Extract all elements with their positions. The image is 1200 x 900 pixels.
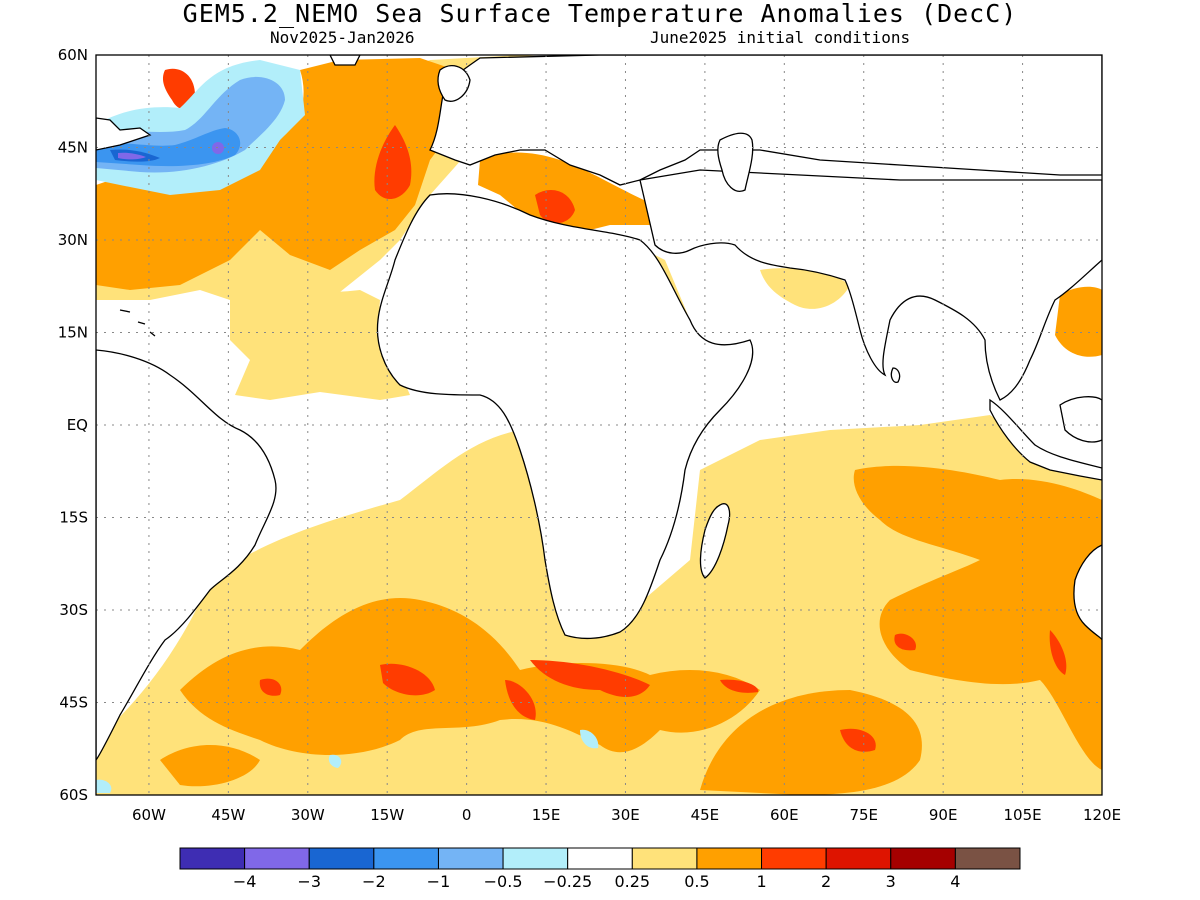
lat-tick-label: EQ: [67, 416, 88, 434]
lat-tick-label: 45N: [58, 139, 88, 157]
lon-tick-label: 90E: [929, 806, 958, 824]
colorbar-label: 3: [886, 872, 896, 891]
anomaly-region-cold-nw-atlantic-min: [118, 152, 146, 160]
anomaly-region-mediterranean: [478, 152, 655, 235]
anomaly-region-south-china-sea: [1055, 286, 1102, 357]
lon-tick-label: 30E: [611, 806, 640, 824]
anomaly-hotspot-3: [505, 680, 536, 720]
lat-tick-label: 45S: [59, 694, 88, 712]
land-borneo: [1059, 396, 1102, 443]
colorbar-swatch: [502, 847, 569, 870]
anomaly-cool-patch-3: [96, 779, 112, 793]
anomaly-region-north-atlantic-core: [96, 58, 470, 290]
anomaly-region-mediterranean-hot: [535, 190, 575, 224]
anomaly-hotspot-4: [259, 678, 282, 696]
anomaly-region-north-atlantic-hot-2: [162, 68, 195, 110]
land-africa: [376, 193, 754, 640]
land-antilles: [119, 309, 156, 337]
anomaly-cool-patch-2: [328, 754, 342, 768]
lon-tick-label: 0: [462, 806, 472, 824]
initial-conditions: June2025 initial conditions: [650, 28, 911, 47]
anomaly-hotspot-6: [1049, 630, 1067, 675]
anomaly-hotspot-8: [720, 679, 759, 693]
colorbar-label: 4: [950, 872, 960, 891]
colorbar-label: −4: [233, 872, 257, 891]
lat-tick-label: 60N: [58, 46, 88, 64]
land-arabia-asia: [639, 169, 1102, 401]
anomaly-region-south-indian: [853, 465, 1102, 770]
lon-tick-label: 30W: [291, 806, 325, 824]
forecast-period: Nov2025-Jan2026: [270, 28, 415, 47]
colorbar-swatch: [631, 847, 698, 870]
lon-tick-label: 60W: [132, 806, 166, 824]
land-australia: [1073, 544, 1102, 641]
grid-lines: [96, 55, 1102, 795]
anomaly-region-tropical-atlantic: [230, 290, 410, 400]
colorbar-swatch: [825, 847, 892, 870]
colorbar-label: 0.25: [614, 872, 650, 891]
colorbar-swatch: [437, 847, 504, 870]
anomaly-cool-patch-1: [580, 729, 599, 749]
colorbar-label: −2: [362, 872, 386, 891]
anomaly-region-arabian-sea: [760, 268, 850, 309]
lat-tick-label: 30S: [59, 601, 88, 619]
colorbar-label: −1: [427, 872, 451, 891]
colorbar-label: 1: [756, 872, 766, 891]
latitude-axis: 60N 45N 30N 15N EQ 15S 30S 45S 60S: [58, 46, 88, 804]
land-south-america: [96, 349, 277, 762]
colorbar-swatch: [696, 847, 763, 870]
colorbar-swatch: [373, 847, 439, 870]
colorbar-swatch: [179, 847, 246, 870]
lat-tick-label: 60S: [59, 786, 88, 804]
anomaly-region-north-atlantic-hot: [374, 125, 412, 200]
colorbar-swatch: [890, 847, 956, 870]
land-north-america: [96, 117, 152, 151]
anomaly-hotspot-1: [380, 663, 435, 696]
land-caspian: [717, 132, 754, 192]
anomaly-region-agulhas-warm: [700, 690, 922, 795]
lon-tick-label: 45E: [691, 806, 720, 824]
colorbar: −4 −3 −2 −1 −0.5 −0.25 0.25 0.5 1 2 3 4: [179, 847, 1021, 891]
colorbar-label: −0.5: [484, 872, 523, 891]
anomaly-region-south-atlantic-warm-2: [160, 745, 260, 787]
colorbar-swatch: [244, 847, 310, 870]
colorbar-label: 2: [821, 872, 831, 891]
lon-tick-label: 105E: [1004, 806, 1042, 824]
colorbar-swatch: [308, 847, 375, 870]
anomaly-region-south-atlantic-warm: [180, 598, 760, 755]
anomaly-hotspot-7: [840, 728, 876, 752]
anomaly-field: [96, 55, 1102, 795]
land-british-isles: [437, 65, 471, 102]
lon-tick-label: 15W: [370, 806, 404, 824]
colorbar-swatch: [567, 847, 633, 870]
anomaly-hotspot-2: [530, 660, 650, 697]
colorbar-label: −3: [297, 872, 321, 891]
lon-tick-label: 60E: [770, 806, 799, 824]
colorbar-label: 0.5: [684, 872, 709, 891]
lat-tick-label: 15S: [59, 509, 88, 527]
colorbar-label: −0.25: [543, 872, 592, 891]
lat-tick-label: 30N: [58, 231, 88, 249]
colorbar-swatch: [761, 847, 827, 870]
lat-tick-label: 15N: [58, 324, 88, 342]
land-sri-lanka: [890, 367, 901, 383]
lon-tick-label: 15E: [532, 806, 561, 824]
land-europe: [429, 55, 1102, 186]
land-greenland-iceland: [329, 55, 361, 66]
anomaly-hotspot-5: [894, 633, 916, 651]
map-frame: [95, 54, 1103, 796]
colorbar-swatch: [954, 847, 1021, 870]
longitude-axis: 60W 45W 30W 15W 0 15E 30E 45E 60E 75E 90E 105E 120E: [132, 806, 1121, 824]
map-title: GEM5.2_NEMO Sea Surface Temperature Anom…: [182, 0, 1018, 28]
lon-tick-label: 45W: [211, 806, 245, 824]
lon-tick-label: 75E: [849, 806, 878, 824]
land-madagascar: [699, 503, 731, 579]
lon-tick-label: 120E: [1083, 806, 1121, 824]
